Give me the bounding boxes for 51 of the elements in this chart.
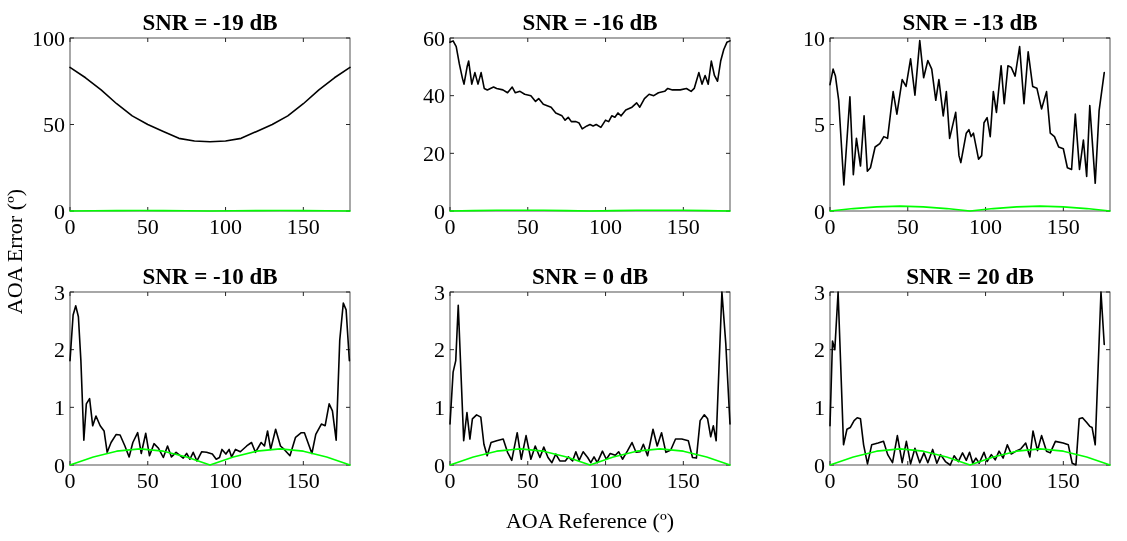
line-series — [829, 39, 1106, 186]
x-tick-label: 100 — [209, 214, 243, 239]
x-tick-label: 50 — [896, 214, 919, 239]
y-tick-label: 3 — [54, 279, 65, 305]
y-tick-label: 100 — [32, 25, 65, 51]
chart-title: SNR = 20 dB — [906, 264, 1034, 289]
line-series — [69, 66, 351, 143]
line-series — [69, 448, 351, 466]
y-tick-label: 2 — [54, 337, 65, 363]
line-series — [829, 448, 1111, 466]
y-axis-title: AOA Error (º) — [2, 188, 27, 315]
y-tick-label: 20 — [423, 141, 445, 167]
y-tick-label: 40 — [423, 83, 445, 109]
x-tick-label: 100 — [969, 468, 1003, 493]
line-series — [69, 302, 351, 462]
x-tick-label: 150 — [1046, 468, 1080, 493]
x-tick-label: 100 — [589, 468, 623, 493]
x-tick-label: 50 — [516, 468, 539, 493]
x-tick-label: 150 — [1046, 214, 1080, 239]
x-tick-label: 150 — [286, 214, 320, 239]
line-series — [449, 291, 731, 464]
chart-title: SNR = -19 dB — [142, 10, 278, 35]
chart-title: SNR = -13 dB — [902, 10, 1038, 35]
x-tick-label: 50 — [516, 214, 539, 239]
chart-title: SNR = -16 dB — [522, 10, 658, 35]
chart-title: SNR = 0 dB — [532, 264, 648, 289]
x-tick-label: 100 — [209, 468, 243, 493]
x-tick-label: 50 — [136, 468, 159, 493]
x-tick-label: 50 — [136, 214, 159, 239]
line-series — [829, 291, 1106, 466]
y-tick-label: 2 — [814, 337, 825, 363]
x-tick-label: 150 — [666, 468, 700, 493]
x-tick-label: 100 — [969, 214, 1003, 239]
x-tick-label: 150 — [666, 214, 700, 239]
x-tick-label: 50 — [896, 468, 919, 493]
chart-title: SNR = -10 dB — [142, 264, 278, 289]
line-series — [449, 40, 731, 130]
y-tick-label: 1 — [54, 395, 65, 421]
y-tick-label: 1 — [814, 395, 825, 421]
y-tick-label: 60 — [423, 25, 445, 51]
y-tick-label: 2 — [434, 337, 445, 363]
y-tick-label: 5 — [814, 112, 825, 138]
x-tick-label: 100 — [589, 214, 623, 239]
y-tick-label: 50 — [43, 112, 65, 138]
y-tick-label: 3 — [814, 279, 825, 305]
y-tick-label: 1 — [434, 395, 445, 421]
x-tick-label: 150 — [286, 468, 320, 493]
x-axis-title: AOA Reference (º) — [505, 508, 675, 533]
y-tick-label: 3 — [434, 279, 445, 305]
y-tick-label: 10 — [803, 25, 825, 51]
line-series — [449, 448, 731, 466]
